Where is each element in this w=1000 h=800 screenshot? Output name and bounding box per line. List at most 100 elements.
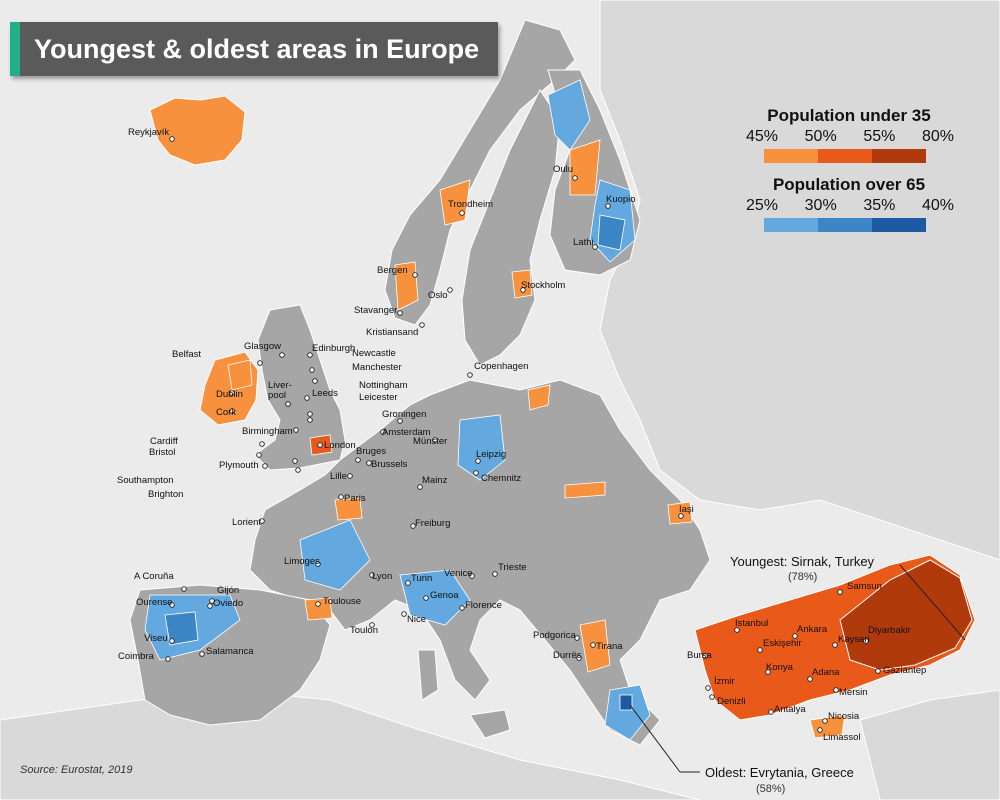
city-marker: Kristiansand — [366, 322, 425, 338]
city-dot — [473, 470, 479, 476]
city-marker: Dublin — [216, 389, 243, 400]
city-dot — [576, 655, 582, 661]
germany-east-old — [457, 414, 506, 481]
city-label: Bergen — [377, 265, 408, 276]
city-marker: A Coruña — [134, 571, 187, 592]
city-marker: Cardiff — [150, 436, 265, 447]
city-marker: London — [317, 440, 356, 451]
city-dot — [832, 642, 838, 648]
city-label: Ankara — [797, 624, 828, 635]
city-label: Konya — [766, 662, 794, 673]
city-marker: Coimbra — [118, 651, 171, 662]
city-marker: Lille — [330, 471, 353, 482]
legend-young-tick: 55% — [863, 128, 896, 145]
city-dot — [467, 372, 473, 378]
city-marker: Oslo — [428, 287, 453, 301]
city-label: Eskişehir — [763, 638, 802, 649]
city-dot — [207, 603, 213, 609]
city-marker: Limassol — [817, 727, 861, 743]
city-label: Groningen — [382, 409, 426, 420]
city-dot — [417, 484, 423, 490]
city-marker: Leeds — [304, 388, 338, 401]
city-label: Oslo — [428, 290, 448, 301]
city-dot — [369, 622, 375, 628]
city-label: Liver- — [268, 380, 292, 391]
city-dot — [315, 601, 321, 607]
city-dot — [605, 203, 611, 209]
legend-young-swatch — [818, 149, 872, 163]
city-label: Plymouth — [219, 460, 259, 471]
city-label: Viseu — [144, 633, 168, 644]
city-label: Belfast — [172, 349, 201, 360]
evrytania-oldest — [619, 694, 633, 711]
city-dot — [380, 429, 386, 435]
city-dot — [459, 605, 465, 611]
middle-east-landmass — [859, 689, 1000, 800]
toulouse-young — [304, 597, 333, 621]
city-label: Stockholm — [521, 280, 565, 291]
city-marker: pool — [268, 390, 291, 407]
city-label: Leicester — [359, 392, 398, 403]
city-marker: Eskişehir — [757, 638, 802, 653]
city-label: Limoges — [284, 556, 320, 567]
city-marker: Stavanger — [354, 305, 403, 316]
city-dot — [592, 244, 598, 250]
city-dot — [757, 647, 763, 653]
city-marker: Venice — [444, 568, 475, 579]
city-dot — [492, 571, 498, 577]
bergen-young — [394, 261, 419, 311]
city-dot — [705, 685, 711, 691]
city-marker: Groningen — [382, 409, 426, 424]
city-marker: Mersin — [833, 687, 868, 698]
city-marker: Konya — [765, 662, 794, 675]
city-dot — [317, 442, 323, 448]
turkey-east-region — [839, 559, 973, 671]
city-dot — [833, 687, 839, 693]
city-label: İzmir — [714, 676, 735, 687]
city-marker: Ourense — [136, 597, 175, 608]
city-marker: Southampton — [117, 458, 298, 486]
city-dot — [520, 287, 526, 293]
sicily-region — [469, 709, 511, 739]
city-label: Cork — [216, 407, 236, 418]
city-dot — [304, 395, 310, 401]
city-dot — [312, 378, 318, 384]
great-britain-region — [254, 304, 346, 471]
city-label: Southampton — [117, 475, 174, 486]
city-label: Limassol — [823, 732, 861, 743]
city-dot — [295, 467, 301, 473]
city-dot — [292, 458, 298, 464]
russia-landmass — [599, 0, 1000, 561]
city-label: Podgorica — [533, 630, 576, 641]
city-marker: Chemnitz — [473, 470, 521, 484]
city-marker: Kuopio — [605, 194, 636, 209]
city-marker: Bergen — [377, 265, 418, 278]
city-label: Münster — [413, 436, 447, 447]
city-label: Bruges — [356, 446, 386, 457]
galicia-old — [164, 611, 199, 646]
city-label: Lathi — [573, 237, 594, 248]
city-label: Nice — [407, 614, 426, 625]
city-marker: Cork — [216, 407, 236, 418]
legend-old-swatches — [764, 218, 926, 232]
city-marker: Salamanca — [199, 646, 254, 657]
oldest-callout-label: Oldest: Evrytania, Greece — [705, 765, 854, 780]
city-dot — [309, 367, 315, 373]
city-dot — [397, 310, 403, 316]
city-label: Edinburgh — [312, 343, 355, 354]
city-marker: Plymouth — [219, 460, 268, 471]
city-label: A Coruña — [134, 571, 174, 582]
source-note: Source: Eurostat, 2019 — [20, 764, 133, 776]
city-marker: Denizli — [709, 694, 746, 707]
city-label: Diyarbakir — [868, 625, 911, 636]
city-dot — [293, 427, 299, 433]
city-marker: Brighton — [148, 467, 301, 500]
city-marker: Mainz — [417, 475, 448, 490]
city-marker: Turin — [405, 573, 432, 586]
city-label: Freiburg — [415, 518, 450, 529]
city-dot — [837, 589, 843, 595]
city-label: Salamanca — [206, 646, 254, 657]
title-accent — [10, 22, 20, 76]
city-label: Brussels — [371, 459, 408, 470]
